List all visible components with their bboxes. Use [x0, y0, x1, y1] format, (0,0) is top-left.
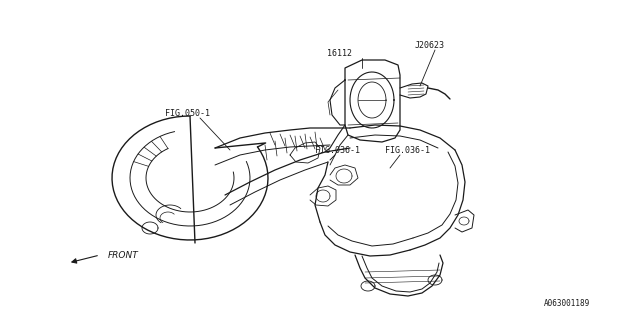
Text: FIG.036-1: FIG.036-1: [385, 146, 430, 155]
Text: FRONT: FRONT: [108, 251, 139, 260]
Text: A063001189: A063001189: [544, 299, 590, 308]
Text: FIG.036-1: FIG.036-1: [315, 146, 360, 155]
Text: FIG.050-1: FIG.050-1: [165, 109, 210, 118]
Text: J20623: J20623: [415, 41, 445, 50]
Text: 16112: 16112: [328, 49, 353, 58]
